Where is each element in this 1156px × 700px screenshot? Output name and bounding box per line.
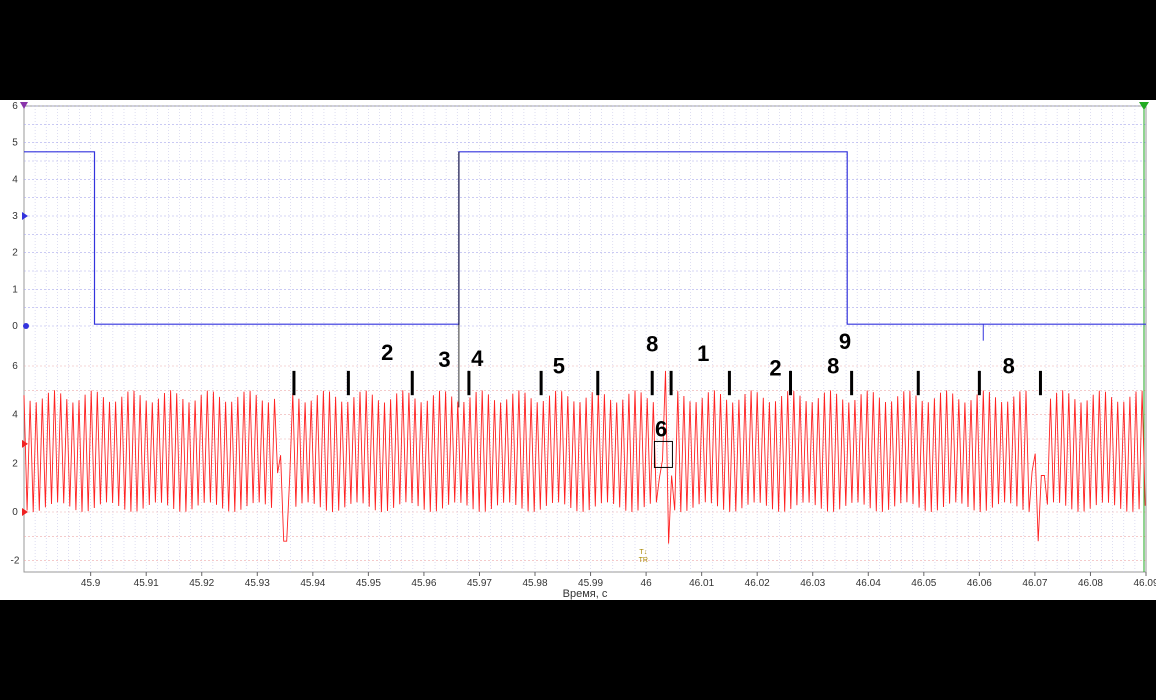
x-tick-label: 45.9 xyxy=(81,578,101,589)
x-tick-label: 45.95 xyxy=(356,578,381,589)
ruler-marker xyxy=(1139,102,1149,110)
x-tick-label: 45.92 xyxy=(189,578,214,589)
y-tick-label: 6 xyxy=(12,361,18,372)
y-tick-label: 6 xyxy=(12,101,18,112)
y-tick-label: 4 xyxy=(12,174,18,185)
annotation-label: 9 xyxy=(839,329,851,354)
annotation-label: 8 xyxy=(646,331,658,356)
x-tick-label: 46.09 xyxy=(1133,578,1156,589)
trigger-marker: TR xyxy=(639,557,648,564)
x-axis-label: Время, с xyxy=(563,588,608,600)
x-tick-label: 45.94 xyxy=(300,578,325,589)
annotation-label: 8 xyxy=(1003,353,1015,378)
trigger-marker: T↓ xyxy=(639,549,647,556)
chart-svg: 45.9 45.91 45.92 45.93 45.94 45.95 45.96 45.97 4… xyxy=(11,101,1156,600)
channel-a-level-marker xyxy=(22,212,28,220)
chart-frame: 45.9 45.91 45.92 45.93 45.94 45.95 45.96 45.97 4… xyxy=(0,100,1156,600)
channel-a-marker xyxy=(20,102,28,109)
y-tick-label: 3 xyxy=(12,211,18,222)
x-tick-label: 45.93 xyxy=(245,578,270,589)
annotation-label: 5 xyxy=(553,353,565,378)
x-tick-label: 46.06 xyxy=(967,578,992,589)
y-tick-label: 1 xyxy=(12,284,18,295)
channel-b-zero-marker xyxy=(22,508,28,516)
y-tick-label: 5 xyxy=(12,138,18,149)
annotation-label: 8 xyxy=(827,353,839,378)
y-tick-label: 2 xyxy=(12,248,18,259)
annotation-label: 6 xyxy=(655,417,667,442)
x-tick-label: 46.01 xyxy=(689,578,714,589)
x-tick-label: 45.91 xyxy=(134,578,159,589)
annotation-label: 2 xyxy=(381,340,393,365)
y-tick-label: 4 xyxy=(12,410,18,421)
channel-a-zero-marker xyxy=(23,323,29,329)
x-tick-label: 46.04 xyxy=(856,578,881,589)
series-line-channel-b xyxy=(23,370,1146,544)
highlight-box xyxy=(653,440,673,468)
annotation-label: 4 xyxy=(471,346,484,371)
x-tick-label: 46 xyxy=(641,578,653,589)
y-tick-label: 0 xyxy=(12,321,18,332)
annotation-label: 2 xyxy=(769,356,781,381)
x-tick-label: 45.98 xyxy=(522,578,547,589)
y-tick-label: 2 xyxy=(12,458,18,469)
x-tick-label: 45.97 xyxy=(467,578,492,589)
annotation-label: 1 xyxy=(697,341,709,366)
annotation-label: 3 xyxy=(438,347,450,372)
x-tick-label: 46.08 xyxy=(1078,578,1103,589)
x-tick-label: 46.07 xyxy=(1022,578,1047,589)
x-tick-label: 46.05 xyxy=(911,578,936,589)
y-tick-label: -2 xyxy=(11,556,20,567)
x-tick-label: 45.99 xyxy=(578,578,603,589)
x-tick-label: 45.96 xyxy=(411,578,436,589)
x-tick-label: 46.03 xyxy=(800,578,825,589)
y-tick-label: 0 xyxy=(12,507,18,518)
x-tick-label: 46.02 xyxy=(745,578,770,589)
